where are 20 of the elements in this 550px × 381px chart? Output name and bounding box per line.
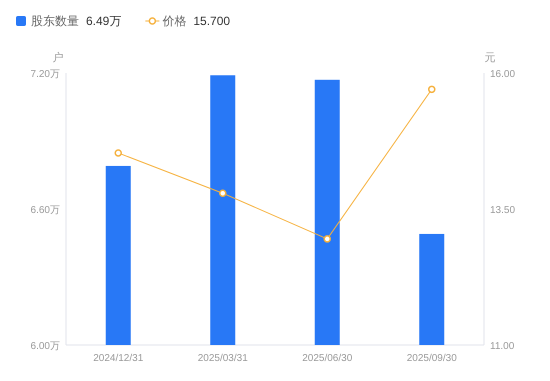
y-tick-label: 6.60万 xyxy=(30,205,60,216)
point xyxy=(324,235,331,243)
x-tick-label: 2024/12/31 xyxy=(93,353,144,364)
y2-axis-title: 元 xyxy=(484,52,496,64)
y2-tick-label: 16.00 xyxy=(490,69,516,80)
x-tick-label: 2025/09/30 xyxy=(406,353,458,364)
x-tick-label: 2025/03/31 xyxy=(198,353,248,364)
y-axis-title: 户 xyxy=(52,51,64,64)
x-tick-label: 2025/06/30 xyxy=(302,353,353,364)
y-tick-label: 6.00万 xyxy=(30,341,60,352)
legend-label: 价格 xyxy=(161,14,186,28)
point xyxy=(428,86,436,94)
legend-label: 股东数量 xyxy=(31,14,79,28)
y2-tick-label: 13.50 xyxy=(490,205,516,216)
text: 6.49万 xyxy=(86,14,122,28)
y2-tick-label: 11.00 xyxy=(490,341,515,352)
point xyxy=(114,149,122,157)
text: 15.700 xyxy=(193,14,230,28)
point xyxy=(219,189,226,197)
y-tick-label: 7.20万 xyxy=(30,69,60,80)
